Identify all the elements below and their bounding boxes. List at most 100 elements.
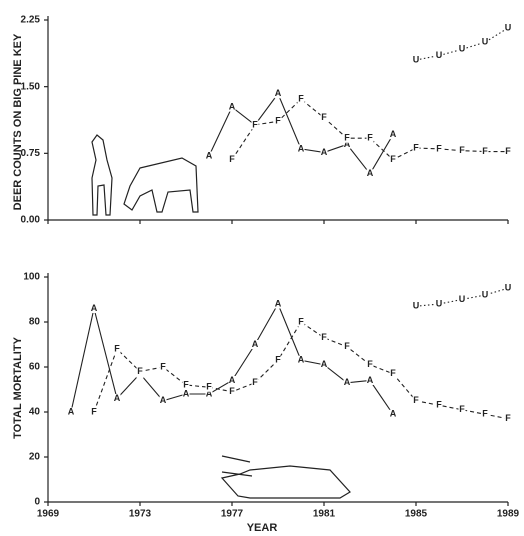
marker-bg (504, 147, 512, 157)
point-marker: A (183, 388, 190, 398)
point-marker: A (68, 406, 75, 416)
marker-bg (136, 367, 144, 376)
marker-bg (366, 360, 374, 370)
point-marker: A (206, 388, 213, 398)
point-marker: F (183, 379, 189, 389)
point-marker: U (505, 283, 512, 293)
marker-bg (67, 407, 75, 417)
point-marker: U (482, 289, 489, 299)
marker-bg (228, 102, 236, 112)
marker-bg (320, 113, 328, 123)
marker-bg (274, 299, 282, 309)
point-marker: F (482, 146, 488, 156)
marker-bg (113, 394, 121, 403)
point-marker: F (390, 368, 396, 378)
marker-bg (320, 147, 328, 157)
point-marker: F (275, 116, 281, 126)
marker-bg (504, 283, 512, 293)
y-tick-label: 20 (29, 452, 41, 463)
marker-bg (389, 130, 397, 140)
point-marker: A (344, 377, 351, 387)
marker-bg (458, 146, 466, 156)
marker-bg (205, 151, 213, 161)
point-marker: A (160, 395, 167, 405)
marker-bg (320, 333, 328, 343)
x-tick-label: 1973 (129, 509, 152, 520)
marker-bg (412, 301, 420, 311)
marker-bg (412, 396, 420, 406)
point-marker: F (321, 332, 327, 342)
marker-bg (182, 389, 190, 399)
point-marker: A (275, 88, 282, 98)
marker-bg (343, 378, 351, 388)
y-tick-label: 0.75 (21, 148, 41, 159)
y-tick-label: 40 (29, 407, 41, 418)
point-marker: F (436, 143, 442, 153)
point-marker: F (298, 93, 304, 103)
point-marker: A (321, 147, 328, 157)
point-marker: F (229, 154, 235, 164)
marker-bg (159, 396, 167, 406)
x-tick-label: 1977 (221, 509, 244, 520)
marker-bg (389, 155, 397, 165)
point-marker: A (229, 375, 236, 385)
point-marker: F (413, 395, 419, 405)
y-tick-label: 80 (29, 317, 41, 328)
point-marker: A (367, 375, 374, 385)
point-marker: A (298, 143, 305, 153)
marker-bg (481, 409, 489, 419)
series-line (208, 92, 394, 175)
point-marker: F (459, 145, 465, 155)
marker-bg (274, 355, 282, 365)
point-marker: A (252, 339, 259, 349)
marker-bg (90, 304, 98, 313)
marker-bg (366, 376, 374, 385)
point-marker: U (505, 22, 512, 32)
x-tick-label: 1969 (37, 509, 60, 520)
point-marker: A (229, 101, 236, 111)
marker-bg (274, 89, 282, 99)
marker-bg (251, 120, 259, 130)
point-marker: A (91, 303, 98, 313)
marker-bg (343, 133, 351, 143)
point-marker: A (275, 298, 282, 308)
marker-bg (343, 139, 351, 149)
marker-bg (343, 342, 351, 352)
point-marker: U (482, 37, 489, 47)
x-tick-label: 1989 (497, 509, 520, 520)
y-axis-label: TOTAL MORTALITY (12, 336, 24, 439)
point-marker: F (114, 343, 120, 353)
point-marker: A (206, 150, 213, 160)
point-marker: A (390, 129, 397, 139)
point-marker: F (229, 386, 235, 396)
marker-bg (113, 344, 121, 354)
point-marker: F (344, 133, 350, 143)
point-marker: U (459, 294, 466, 304)
point-marker: F (367, 359, 373, 369)
marker-bg (435, 51, 443, 61)
marker-bg (90, 407, 98, 417)
point-marker: A (321, 359, 328, 369)
point-marker: F (137, 366, 143, 376)
marker-bg (228, 155, 236, 165)
y-axis-label: DEER COUNTS ON BIG PINE KEY (12, 33, 24, 210)
marker-bg (297, 144, 305, 154)
point-marker: F (459, 404, 465, 414)
x-tick-label: 1981 (313, 509, 336, 520)
marker-bg (389, 369, 397, 379)
marker-bg (205, 389, 213, 399)
marker-bg (458, 44, 466, 54)
marker-bg (481, 37, 489, 47)
marker-bg (297, 317, 305, 327)
marker-bg (297, 94, 305, 104)
marker-bg (159, 362, 167, 372)
marker-bg (182, 380, 190, 390)
point-marker: A (390, 409, 397, 419)
marker-bg (504, 414, 512, 424)
point-marker: F (505, 413, 511, 423)
marker-bg (435, 400, 443, 410)
point-marker: F (275, 355, 281, 365)
marker-bg (366, 133, 374, 143)
point-marker: F (160, 361, 166, 371)
